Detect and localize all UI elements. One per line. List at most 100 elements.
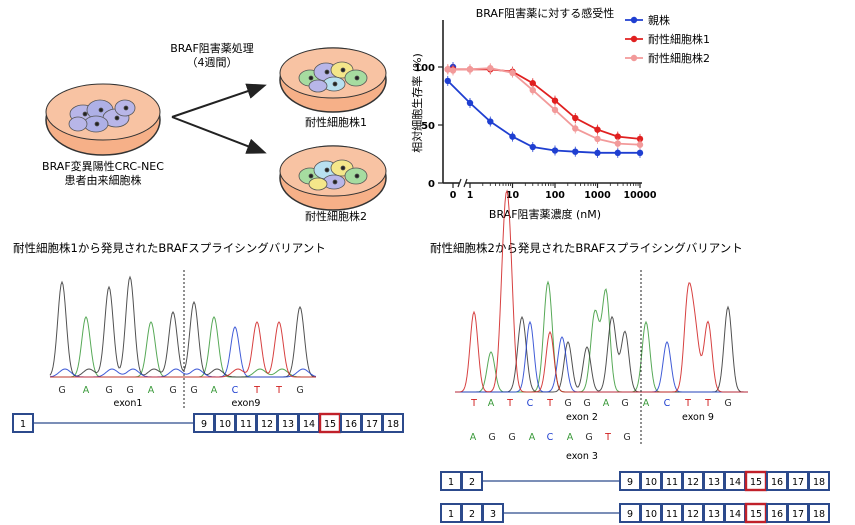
exon-number: 16 (771, 509, 783, 520)
base-letter: C (547, 432, 554, 443)
trace-line (455, 189, 748, 393)
chart-point (444, 66, 451, 73)
legend-label: 耐性細胞株2 (648, 51, 710, 65)
chart-point (444, 77, 451, 85)
panel2-title: 耐性細胞株2から発見されたBRAFスプライシングバリアント (430, 241, 743, 255)
resistant2-label: 耐性細胞株2 (305, 209, 367, 223)
chart-point (636, 135, 644, 143)
panel1-exon-right: exon9 (232, 398, 261, 409)
chart-point (529, 87, 536, 94)
chart-point (594, 135, 601, 143)
exon-number: 13 (708, 477, 720, 488)
exon-box (461, 471, 483, 491)
base-letter: T (546, 398, 553, 409)
chart-xlabel: BRAF阻害薬濃度 (nM) (489, 207, 601, 221)
base-letter: T (253, 385, 260, 396)
base-letter: G (508, 432, 515, 443)
chart-point (529, 143, 536, 151)
legend-label: 耐性細胞株1 (648, 32, 710, 46)
exon-number: 16 (771, 477, 783, 488)
chart-series (444, 62, 644, 158)
base-letter: G (105, 385, 112, 396)
chart-x-tick-label: 1000 (584, 190, 611, 201)
chart-point (594, 149, 601, 157)
base-letter: G (488, 432, 495, 443)
exon-number: 1 (448, 477, 454, 488)
panel2-bases: T A T C T G G A G A C T T GA G G A C A G T G (470, 398, 732, 443)
exon-number: 10 (645, 509, 657, 520)
base-letter: C (527, 398, 534, 409)
chart-y-tick-label: 100 (414, 63, 435, 74)
base-letter: A (148, 385, 155, 396)
chart-point (487, 64, 494, 72)
base-letter: G (564, 398, 571, 409)
base-letter: T (704, 398, 711, 409)
exon-number: 18 (813, 477, 825, 488)
chart-title: BRAF阻害薬に対する感受性 (476, 6, 615, 20)
chart-point (572, 114, 579, 122)
exon-number: 9 (627, 509, 633, 520)
exon-number: 15 (324, 419, 336, 430)
base-letter: A (488, 398, 495, 409)
exon-number: 10 (219, 419, 231, 430)
chart-point (614, 133, 621, 140)
parent-cells (68, 99, 136, 133)
exon-number: 12 (687, 477, 699, 488)
base-letter: A (603, 398, 610, 409)
exon-number: 17 (792, 509, 804, 520)
chart-series-3 (444, 63, 644, 150)
base-letter: G (169, 385, 176, 396)
base-letter: A (470, 432, 477, 443)
panel1: 耐性細胞株1から発見されたBRAFスプライシングバリアント G A G G A G G A C T… (12, 241, 404, 434)
exon-number: 14 (729, 509, 741, 520)
panel2-exon-bottom: exon 3 (566, 451, 598, 462)
exon-number: 12 (687, 509, 699, 520)
base-letter: G (190, 385, 197, 396)
base-letter: G (621, 398, 628, 409)
chart-x-tick-label: 10000 (623, 190, 656, 201)
legend-swatch-point (630, 35, 638, 43)
resistant2-dish (279, 145, 387, 211)
panel1-title: 耐性細胞株1から発見されたBRAFスプライシングバリアント (13, 241, 326, 255)
base-letter: T (275, 385, 282, 396)
chart-point (509, 69, 516, 77)
chart-series-line (447, 67, 641, 146)
sensitivity-chart: BRAF阻害薬に対する感受性 相対細胞生存率 (%) BRAF阻害薬濃度 (nM… (410, 6, 710, 221)
chart-x-tick-label: 1 (467, 190, 474, 201)
chart-point (551, 147, 559, 154)
panel1-exon-left: exon1 (114, 398, 143, 409)
exon-box (482, 503, 504, 523)
panel1-chromatogram (49, 275, 317, 378)
panel2-exon-left: exon 2 (566, 412, 598, 423)
legend-swatch-point (630, 16, 638, 24)
exon-number: 9 (201, 419, 207, 430)
chart-point (449, 67, 457, 74)
chart-y-tick-label: 0 (428, 179, 435, 190)
chart-series-line (447, 80, 640, 154)
legend-swatch-point (630, 54, 638, 62)
chart-x-tick-label: 10 (506, 190, 520, 201)
chart-point (636, 141, 644, 148)
exon-box (382, 413, 404, 433)
exon-number: 14 (729, 477, 741, 488)
exon-number: 16 (345, 419, 357, 430)
chart-point (487, 118, 494, 125)
parent-dish (45, 83, 161, 156)
panel2-exon-map: 1 2 9 10 11 12 13 14 15 16 17 181 2 3 9 10 11 12 13 14 15 16 1… (440, 470, 830, 524)
base-letter: G (585, 432, 592, 443)
arrow-to-resistant1 (171, 83, 267, 118)
parent-label-line2: 患者由来細胞株 (65, 173, 142, 187)
base-letter: T (470, 398, 477, 409)
chart-ylabel: 相対細胞生存率 (%) (410, 53, 424, 153)
base-letter: C (232, 385, 239, 396)
exon-number: 15 (750, 509, 762, 520)
exon-box (808, 503, 830, 523)
base-letter: G (623, 432, 630, 443)
trace-line (455, 305, 748, 393)
base-letter: T (604, 432, 611, 443)
legend-label: 親株 (648, 13, 670, 27)
exon-number: 17 (366, 419, 378, 430)
